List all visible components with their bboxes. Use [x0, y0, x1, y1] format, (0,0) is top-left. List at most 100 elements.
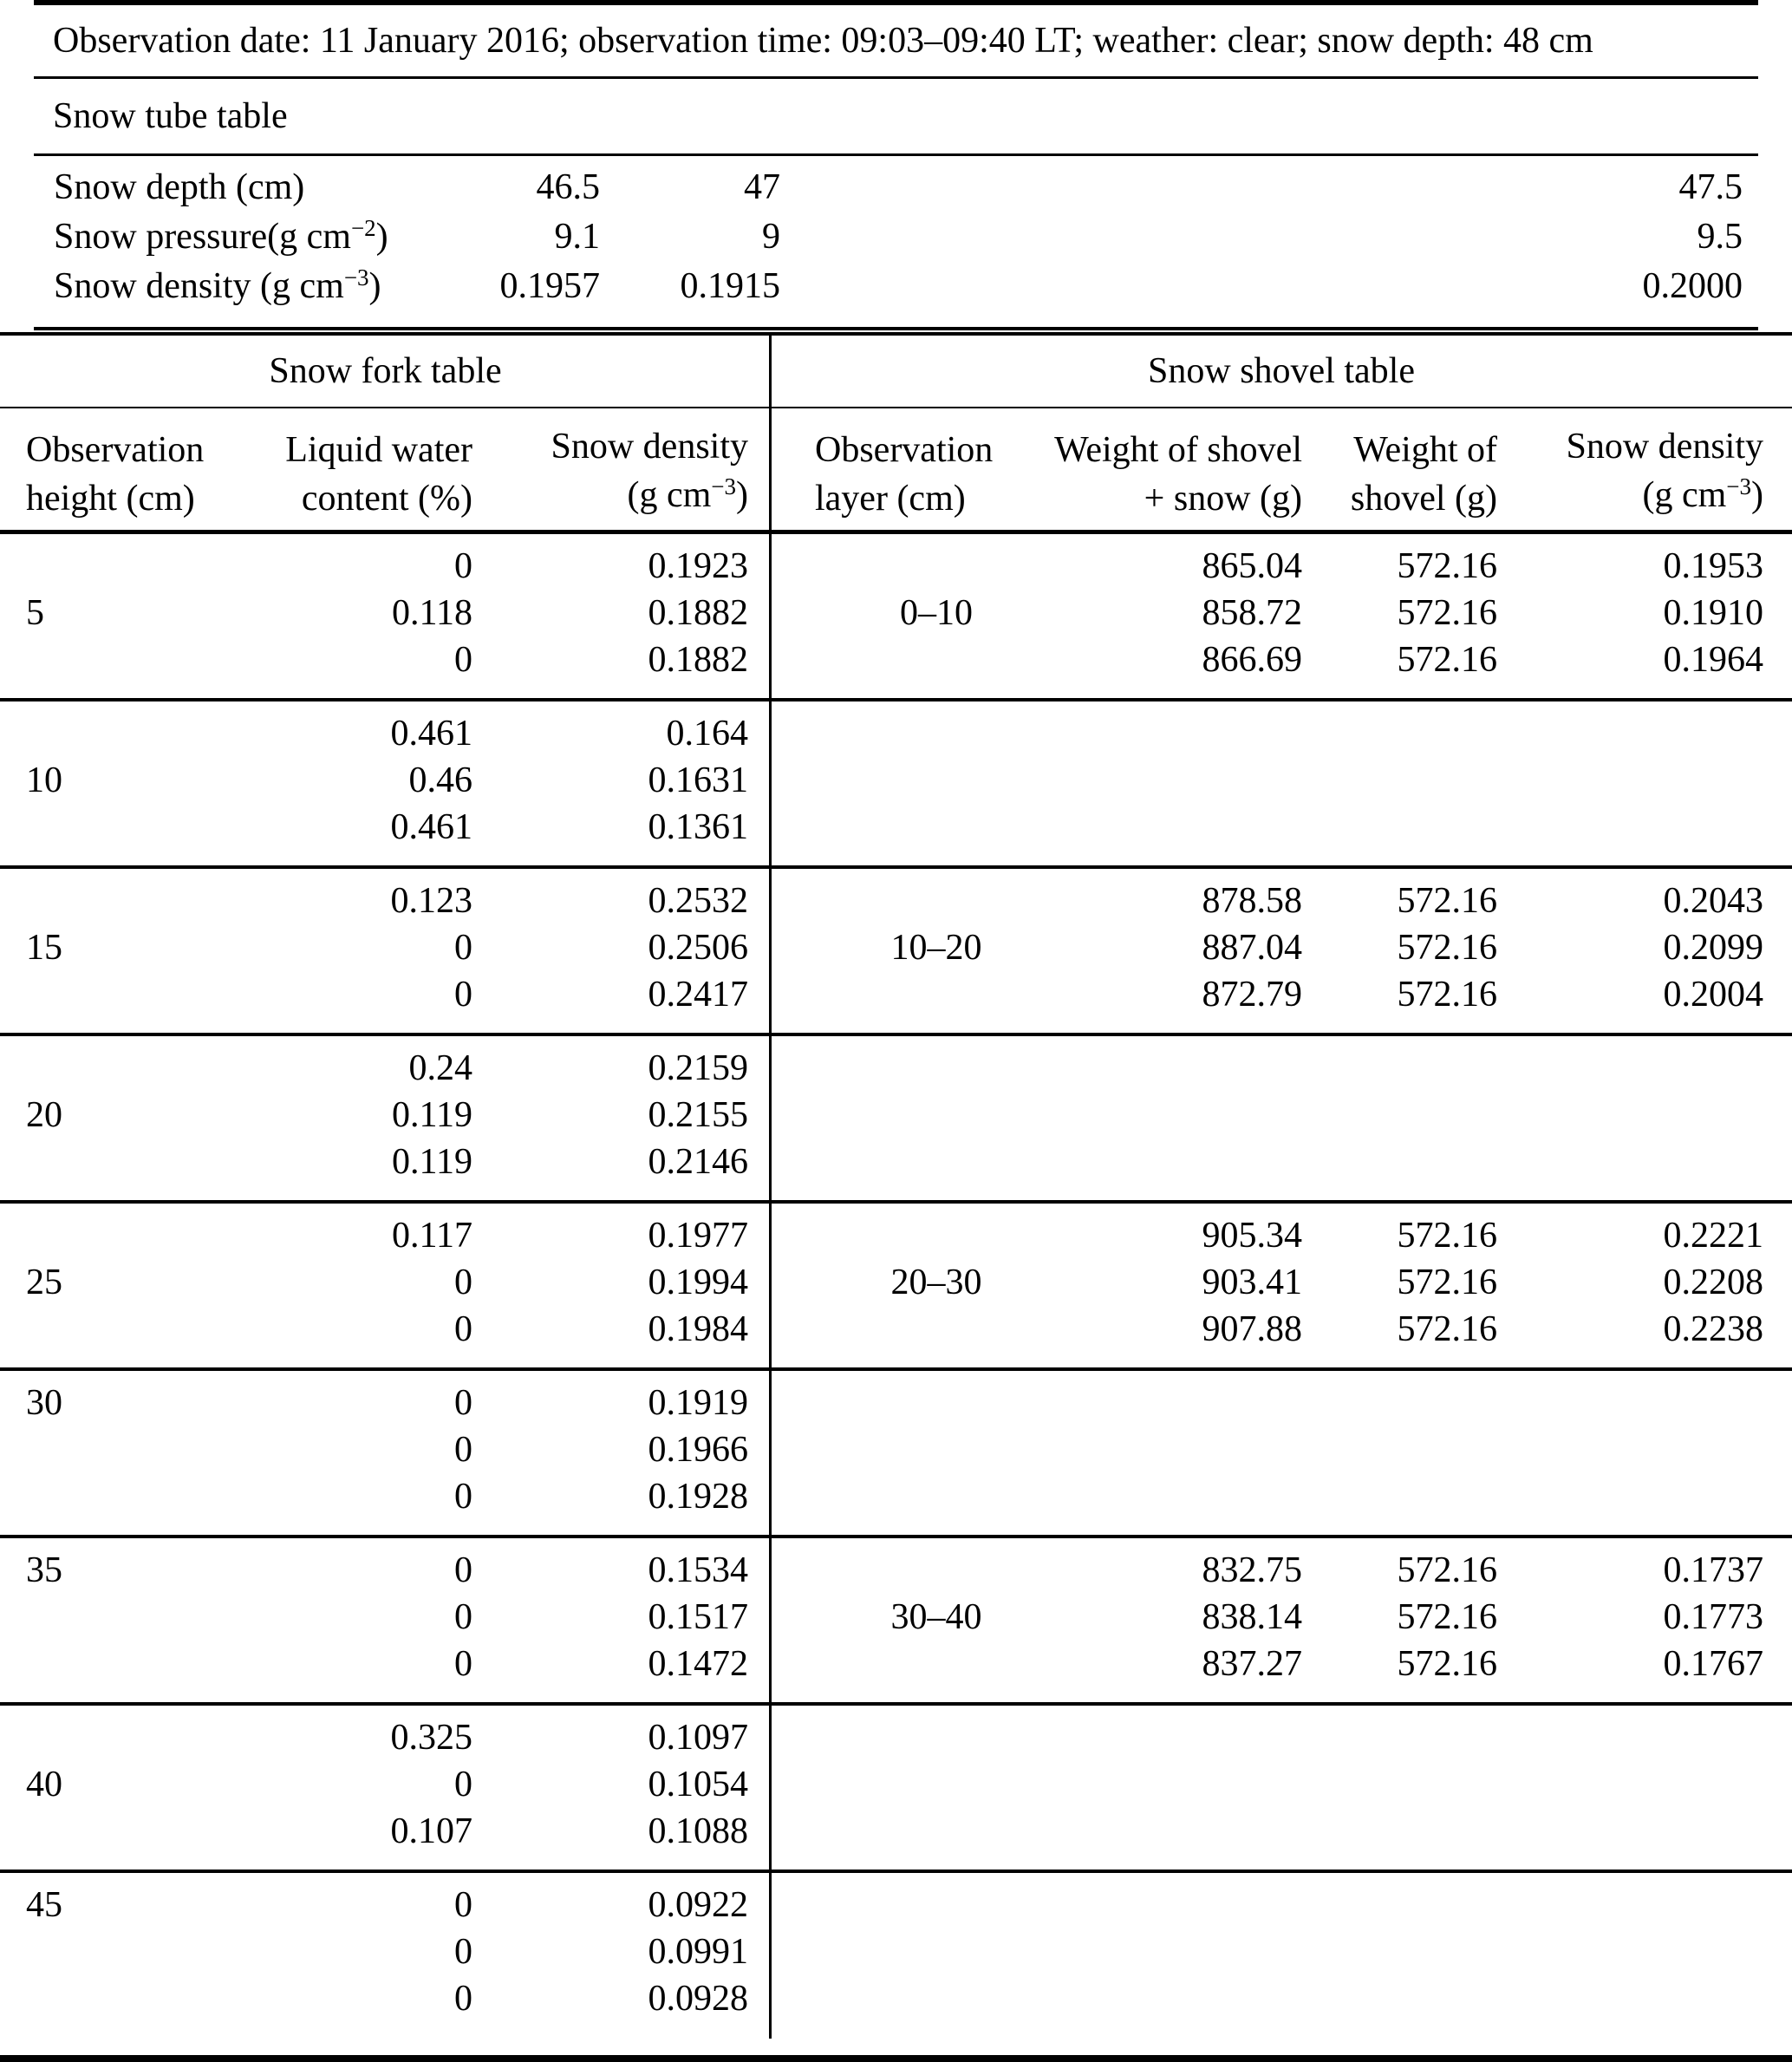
header-shovel-snow-density: Snow density (g cm−3): [1509, 422, 1763, 523]
fork-snow-density-cell: 0.1966: [648, 1430, 749, 1470]
table-row: 0.461 0.164: [0, 710, 1792, 757]
unit-exponent: −3: [711, 473, 736, 499]
snow-tube-section: Observation date: 11 January 2016; obser…: [34, 0, 1758, 330]
table-row: 5 0.118 0.1882 0–10 858.72 572.16 0.1910: [0, 590, 1792, 636]
row-group: 0.461 0.164 10 0.46 0.1631 0.461 0.1361: [0, 701, 1792, 869]
header-line: Snow density: [1566, 427, 1763, 467]
observation-layer-cell: [815, 1306, 1058, 1353]
fork-snow-density-cell: 0.2417: [648, 975, 749, 1015]
observation-layer-cell: [815, 1882, 1058, 1928]
weight-shovel-snow-cell: 832.75: [1202, 1550, 1303, 1590]
liquid-water-content-cell: 0.119: [392, 1142, 472, 1182]
observation-height-cell: [26, 1594, 173, 1641]
fork-snow-density-cell: 0.1882: [648, 640, 749, 680]
shovel-snow-density-cell: 0.1953: [1663, 546, 1764, 586]
header-line: content (%): [301, 479, 472, 519]
header-line: height (cm): [26, 479, 195, 519]
observation-height-cell: [26, 1808, 173, 1855]
liquid-water-content-cell: 0.24: [408, 1048, 473, 1088]
table-row: 45 0 0.0922: [0, 1882, 1792, 1928]
fork-snow-density-cell: 0.2506: [648, 928, 749, 968]
fork-snow-density-cell: 0.1984: [648, 1309, 749, 1349]
shovel-snow-density-cell: [1552, 1761, 1763, 1808]
column-headers: Observation height (cm) Liquid water con…: [0, 408, 1792, 530]
shovel-snow-density-cell: [1552, 1882, 1763, 1928]
header-line: + snow (g): [1144, 479, 1302, 519]
tube-value-2: 0.1915: [680, 266, 781, 306]
table-row: Snow pressure(g cm−2) 9.1 9 9.5: [34, 212, 1758, 262]
weight-shovel-snow-cell: [1066, 1045, 1302, 1092]
fork-snow-density-cell: 0.2146: [648, 1142, 749, 1182]
fork-snow-density-cell: 0.0991: [648, 1932, 749, 1972]
weight-shovel-snow-cell: 837.27: [1202, 1644, 1303, 1684]
header-line: Snow density: [551, 427, 748, 467]
observation-layer-cell: [815, 1380, 1058, 1426]
table-row: 0 0.1984 907.88 572.16 0.2238: [0, 1306, 1792, 1353]
observation-layer-cell: [815, 1761, 1058, 1808]
weight-shovel-cell: [1326, 1473, 1497, 1520]
shovel-snow-density-cell: 0.2043: [1663, 881, 1764, 921]
unit-exponent: −3: [343, 264, 369, 290]
weight-shovel-snow-cell: [1066, 1808, 1302, 1855]
weight-shovel-cell: [1326, 804, 1497, 851]
liquid-water-content-cell: 0.118: [392, 593, 472, 633]
table-row: Snow density (g cm−3) 0.1957 0.1915 0.20…: [34, 262, 1758, 311]
table-row: 0 0.1882 866.69 572.16 0.1964: [0, 636, 1792, 683]
liquid-water-content-cell: 0: [454, 1550, 472, 1590]
unit-close: ): [1751, 475, 1763, 515]
row-group: 0.325 0.1097 40 0 0.1054 0.107 0.1088: [0, 1706, 1792, 1873]
observation-height-cell: [26, 1426, 173, 1473]
shovel-snow-density-cell: [1552, 1045, 1763, 1092]
table-row: 0.107 0.1088: [0, 1808, 1792, 1855]
table-row: 0 0.1966: [0, 1426, 1792, 1473]
header-fork-snow-density: Snow density (g cm−3): [485, 422, 748, 523]
observation-layer-cell: [815, 1045, 1058, 1092]
weight-shovel-cell: [1326, 710, 1497, 757]
observation-height-cell: [26, 1212, 173, 1259]
liquid-water-content-cell: 0: [454, 1979, 472, 2019]
observation-layer-cell: [815, 710, 1058, 757]
observation-layer-cell: [815, 1808, 1058, 1855]
shovel-snow-density-cell: [1552, 1092, 1763, 1139]
weight-shovel-snow-cell: [1066, 1426, 1302, 1473]
liquid-water-content-cell: 0: [454, 640, 472, 680]
header-line: Liquid water: [285, 430, 472, 470]
observation-height-cell: [26, 710, 173, 757]
fork-snow-density-cell: 0.1882: [648, 593, 749, 633]
liquid-water-content-cell: 0: [454, 928, 472, 968]
weight-shovel-cell: 572.16: [1397, 1597, 1498, 1637]
weight-shovel-snow-cell: [1066, 1761, 1302, 1808]
table-row: 0.123 0.2532 878.58 572.16 0.2043: [0, 878, 1792, 924]
row-group: 0.123 0.2532 878.58 572.16 0.2043 15 0 0.2506 10…: [0, 869, 1792, 1036]
liquid-water-content-cell: 0.107: [390, 1811, 473, 1851]
shovel-snow-density-cell: [1552, 1975, 1763, 2022]
weight-shovel-snow-cell: 887.04: [1202, 928, 1303, 968]
header-line: Weight of shovel: [1054, 430, 1302, 470]
tube-value-2: 9: [762, 217, 780, 257]
tube-value-1: 46.5: [536, 167, 601, 207]
observation-layer-cell: [815, 1139, 1058, 1185]
observation-height-cell: [26, 804, 173, 851]
observation-layer-cell: [815, 1473, 1058, 1520]
observation-layer-cell: [815, 804, 1058, 851]
observation-height-cell: [26, 971, 173, 1018]
table-row: 35 0 0.1534 832.75 572.16 0.1737: [0, 1547, 1792, 1594]
observation-height-cell: [26, 636, 173, 683]
snow-tube-table-title: Snow tube table: [53, 96, 288, 136]
observation-height-cell: 10: [26, 760, 62, 800]
table-row: 0 0.2417 872.79 572.16 0.2004: [0, 971, 1792, 1018]
weight-shovel-snow-cell: 907.88: [1202, 1309, 1303, 1349]
fork-snow-density-cell: 0.1923: [648, 546, 749, 586]
shovel-snow-density-cell: 0.1773: [1663, 1597, 1764, 1637]
liquid-water-content-cell: 0: [454, 1383, 472, 1423]
weight-shovel-cell: 572.16: [1397, 1263, 1498, 1302]
shovel-snow-density-cell: 0.1910: [1663, 593, 1764, 633]
weight-shovel-cell: [1326, 1092, 1497, 1139]
weight-shovel-snow-cell: 838.14: [1202, 1597, 1303, 1637]
table-row: 40 0 0.1054: [0, 1761, 1792, 1808]
header-weight-shovel: Weight of shovel (g): [1300, 426, 1497, 523]
subtable-titles: Snow fork table Snow shovel table: [0, 336, 1792, 407]
observation-height-cell: 20: [26, 1095, 62, 1135]
table-row: 15 0 0.2506 10–20 887.04 572.16 0.2099: [0, 924, 1792, 971]
